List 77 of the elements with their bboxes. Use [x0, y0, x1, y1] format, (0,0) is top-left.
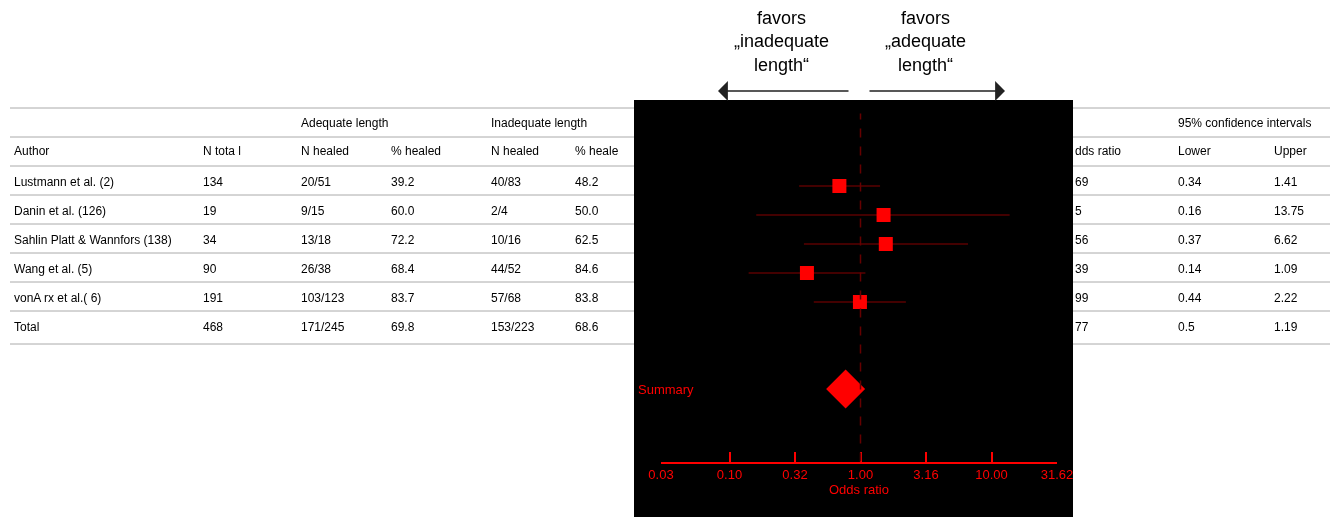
text: 77: [1075, 320, 1089, 334]
text: favors „inadequate length“: [734, 8, 830, 75]
text: 0.14: [1178, 262, 1202, 276]
text: 1.09: [1274, 262, 1298, 276]
text: Sahlin Platt & Wannfors (138): [14, 233, 172, 247]
text: 191: [203, 291, 224, 305]
text: 2.22: [1274, 291, 1298, 305]
text: Lustmann et al. (2): [14, 175, 115, 189]
text: 0.44: [1178, 291, 1202, 305]
text: 134: [203, 175, 224, 189]
text: vonA rx et al.( 6): [14, 291, 102, 305]
x-tick-label: 31.62: [1040, 466, 1074, 482]
text: 83.7: [391, 291, 415, 305]
text: 13/18: [301, 233, 332, 247]
text: 39: [1075, 262, 1089, 276]
text: Inadequate length: [491, 116, 588, 130]
text: 60.0: [391, 204, 415, 218]
text: 9/15: [301, 204, 325, 218]
text: Wang et al. (5): [14, 262, 93, 276]
text: 48.2: [575, 175, 599, 189]
text: 44/52: [491, 262, 522, 276]
text: N healed: [491, 144, 540, 158]
text: 1.19: [1274, 320, 1298, 334]
text: 56: [1075, 233, 1089, 247]
text: 57/68: [491, 291, 522, 305]
text: 10/16: [491, 233, 522, 247]
text: 84.6: [575, 262, 599, 276]
text: 0.5: [1178, 320, 1196, 334]
text: favors „adequate length“: [885, 8, 967, 75]
text: 1.41: [1274, 175, 1298, 189]
text: 0.37: [1178, 233, 1202, 247]
text: N healed: [301, 144, 350, 158]
text: 50.0: [575, 204, 599, 218]
text: 39.2: [391, 175, 415, 189]
text: 171/245: [301, 320, 345, 334]
text: 68.6: [575, 320, 599, 334]
text: 95% confidence intervals: [1178, 116, 1312, 130]
text: 26/38: [301, 262, 332, 276]
x-axis-title: Odds ratio: [829, 481, 889, 497]
x-tick-label: 3.16: [913, 466, 939, 482]
text: 90: [203, 262, 217, 276]
text: 2/4: [491, 204, 509, 218]
text: Lower: [1178, 144, 1211, 158]
text: 40/83: [491, 175, 522, 189]
x-tick-label: 1.00: [847, 466, 874, 482]
x-tick-label: 0.10: [716, 466, 743, 482]
text: Adequate length: [301, 116, 389, 130]
text: Upper: [1274, 144, 1307, 158]
text: 0.16: [1178, 204, 1202, 218]
x-tick-label: 0.03: [648, 466, 674, 482]
text: 34: [203, 233, 217, 247]
text: 72.2: [391, 233, 415, 247]
text: 19: [203, 204, 217, 218]
x-tick-label: 10.00: [975, 466, 1008, 482]
x-tick-label: 0.32: [782, 466, 808, 482]
text: 0.34: [1178, 175, 1202, 189]
text: 62.5: [575, 233, 599, 247]
text: 13.75: [1274, 204, 1305, 218]
text: 99: [1075, 291, 1089, 305]
text: N tota l: [203, 144, 242, 158]
text: 103/123: [301, 291, 345, 305]
text: 153/223: [491, 320, 535, 334]
text: % heale: [575, 144, 619, 158]
text: dds ratio: [1075, 144, 1122, 158]
text: 468: [203, 320, 224, 334]
text: 69: [1075, 175, 1089, 189]
text: 69.8: [391, 320, 415, 334]
text: Total: [14, 320, 40, 334]
y-tick-label: Summary: [638, 382, 695, 397]
text: 68.4: [391, 262, 415, 276]
text: 20/51: [301, 175, 332, 189]
text: Danin et al. (126): [14, 204, 107, 218]
text: 83.8: [575, 291, 599, 305]
text: 5: [1075, 204, 1082, 218]
text: % healed: [391, 144, 442, 158]
text: 6.62: [1274, 233, 1298, 247]
text: Author: [14, 144, 50, 158]
